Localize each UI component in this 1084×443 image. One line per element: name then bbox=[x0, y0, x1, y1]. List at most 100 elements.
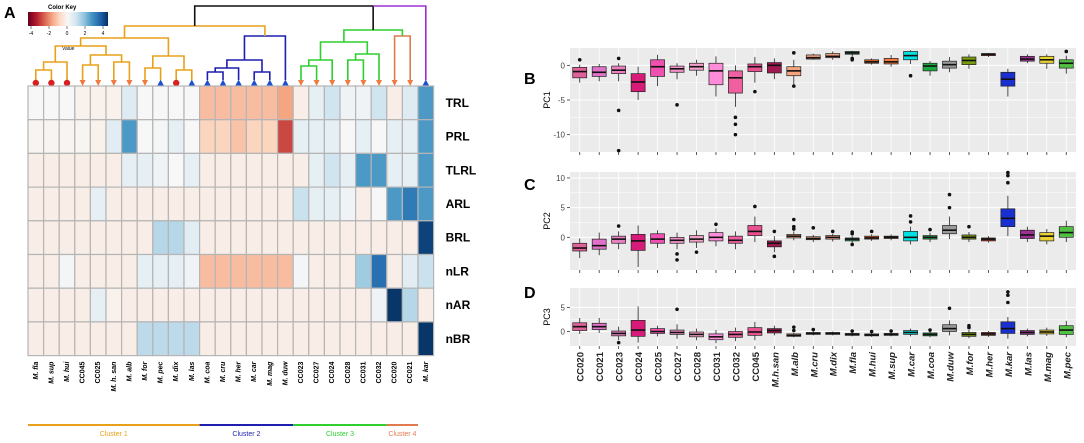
heatmap-cell bbox=[355, 321, 372, 357]
dendrogram-branch bbox=[79, 37, 170, 56]
heatmap-cell bbox=[214, 220, 232, 256]
color-key-tick-label: 4 bbox=[102, 31, 105, 37]
dendrogram-branch bbox=[193, 5, 374, 30]
heatmap-cell bbox=[355, 119, 372, 154]
color-key: Color Key -4 -2 0 2 4 Value bbox=[28, 5, 108, 52]
heatmap-cell bbox=[339, 220, 357, 256]
heatmap-cell bbox=[199, 253, 216, 289]
heatmap-cell bbox=[74, 253, 92, 289]
heatmap-cell bbox=[167, 119, 185, 154]
dendrogram-tip bbox=[298, 80, 304, 86]
heatmap-cell bbox=[386, 287, 403, 323]
heatmap-cell bbox=[261, 220, 279, 256]
heatmap-row-label: BRL bbox=[446, 231, 471, 245]
heatmap-cell bbox=[245, 152, 263, 188]
box-outlier bbox=[1006, 173, 1010, 178]
box-outlier bbox=[947, 205, 952, 210]
heatmap-cell bbox=[183, 253, 201, 289]
heatmap-column-label: M. pec bbox=[158, 362, 165, 384]
heatmap-cell bbox=[230, 85, 248, 121]
box-outlier bbox=[1064, 49, 1069, 54]
dendrogram-tip bbox=[110, 80, 117, 86]
box-outlier bbox=[733, 132, 738, 137]
x-tick-label: M.las bbox=[1023, 352, 1034, 376]
box-outlier bbox=[694, 250, 699, 254]
heatmap-cell bbox=[230, 287, 248, 323]
heatmap-cell bbox=[183, 119, 201, 154]
heatmap-cell bbox=[386, 186, 403, 222]
heatmap-cell bbox=[308, 253, 325, 289]
heatmap-cell bbox=[401, 152, 419, 188]
heatmap-cell bbox=[152, 287, 170, 323]
box-outlier bbox=[1006, 293, 1010, 298]
y-tick-label: 0 bbox=[561, 233, 566, 242]
heatmap-cell bbox=[167, 85, 185, 121]
box-outlier bbox=[772, 229, 777, 234]
heatmap-cell bbox=[199, 287, 216, 323]
heatmap-cell bbox=[183, 220, 201, 256]
box-outlier bbox=[908, 214, 913, 218]
heatmap-column-label: M. kar bbox=[423, 360, 430, 382]
box-outlier bbox=[792, 51, 796, 55]
heatmap-cell bbox=[370, 220, 388, 256]
heatmap-row-label: TRL bbox=[446, 96, 469, 110]
heatmap-cell bbox=[245, 287, 263, 323]
box-outlier bbox=[1006, 180, 1010, 185]
dendrogram-branch bbox=[206, 71, 224, 80]
box-outlier bbox=[616, 340, 621, 345]
heatmap-cell bbox=[136, 287, 154, 323]
heatmap-cell bbox=[370, 186, 388, 222]
color-key-tick-label: 2 bbox=[84, 31, 87, 37]
dendrogram-tip bbox=[126, 80, 133, 86]
dendrogram-branch bbox=[226, 59, 263, 72]
dendrogram-tip bbox=[173, 79, 180, 87]
heatmap-cell bbox=[417, 253, 435, 289]
dendrogram-branch bbox=[243, 35, 287, 80]
heatmap-cell bbox=[136, 152, 154, 188]
heatmap-cell bbox=[58, 253, 76, 289]
heatmap-cell bbox=[323, 253, 341, 289]
heatmap-column-label: CC020 bbox=[392, 362, 399, 384]
x-tick-label: CC027 bbox=[673, 352, 684, 382]
boxplot-pc1: 0 -5 -10 PC1 bbox=[542, 48, 1076, 155]
box-outlier bbox=[869, 329, 874, 334]
heatmap-cell bbox=[308, 152, 325, 188]
heatmap-cell bbox=[230, 321, 248, 357]
box-outlier bbox=[733, 122, 738, 127]
heatmap-cell bbox=[120, 287, 138, 323]
heatmap-cell bbox=[42, 220, 60, 256]
box-outlier bbox=[967, 224, 971, 229]
heatmap-cell bbox=[386, 321, 403, 357]
y-tick-label: -10 bbox=[553, 131, 565, 140]
heatmap-cell bbox=[42, 287, 60, 323]
box bbox=[747, 225, 763, 236]
heatmap-cell bbox=[261, 85, 279, 121]
heatmap-cell bbox=[105, 287, 123, 323]
heatmap-cell bbox=[386, 253, 403, 289]
heatmap-cell bbox=[370, 152, 388, 188]
dendrogram-branch bbox=[42, 61, 68, 80]
box bbox=[903, 231, 918, 242]
box-outlier bbox=[675, 258, 679, 262]
heatmap-cell bbox=[292, 152, 310, 188]
heatmap-cell bbox=[370, 85, 388, 121]
y-axis-label: PC3 bbox=[542, 308, 552, 326]
heatmap-cell bbox=[214, 321, 232, 357]
box-outlier bbox=[753, 89, 757, 94]
heatmap-cell bbox=[417, 321, 435, 357]
heatmap-cell bbox=[277, 287, 294, 323]
heatmap-cell bbox=[386, 119, 403, 154]
heatmap-column-label: CC031 bbox=[360, 362, 367, 384]
x-tick-label: CC045 bbox=[751, 351, 762, 381]
dendrogram-tip bbox=[360, 80, 367, 86]
box-outlier bbox=[792, 328, 796, 333]
heatmap-cell bbox=[105, 85, 123, 121]
dendrogram-branch bbox=[81, 64, 99, 80]
heatmap-cell bbox=[386, 220, 403, 256]
heatmap-cell bbox=[183, 85, 201, 121]
heatmap-cell bbox=[27, 186, 45, 222]
heatmap-column-label: M. coa bbox=[204, 362, 211, 384]
x-tick-label: M.her bbox=[984, 351, 995, 378]
heatmap-cell bbox=[136, 85, 154, 121]
